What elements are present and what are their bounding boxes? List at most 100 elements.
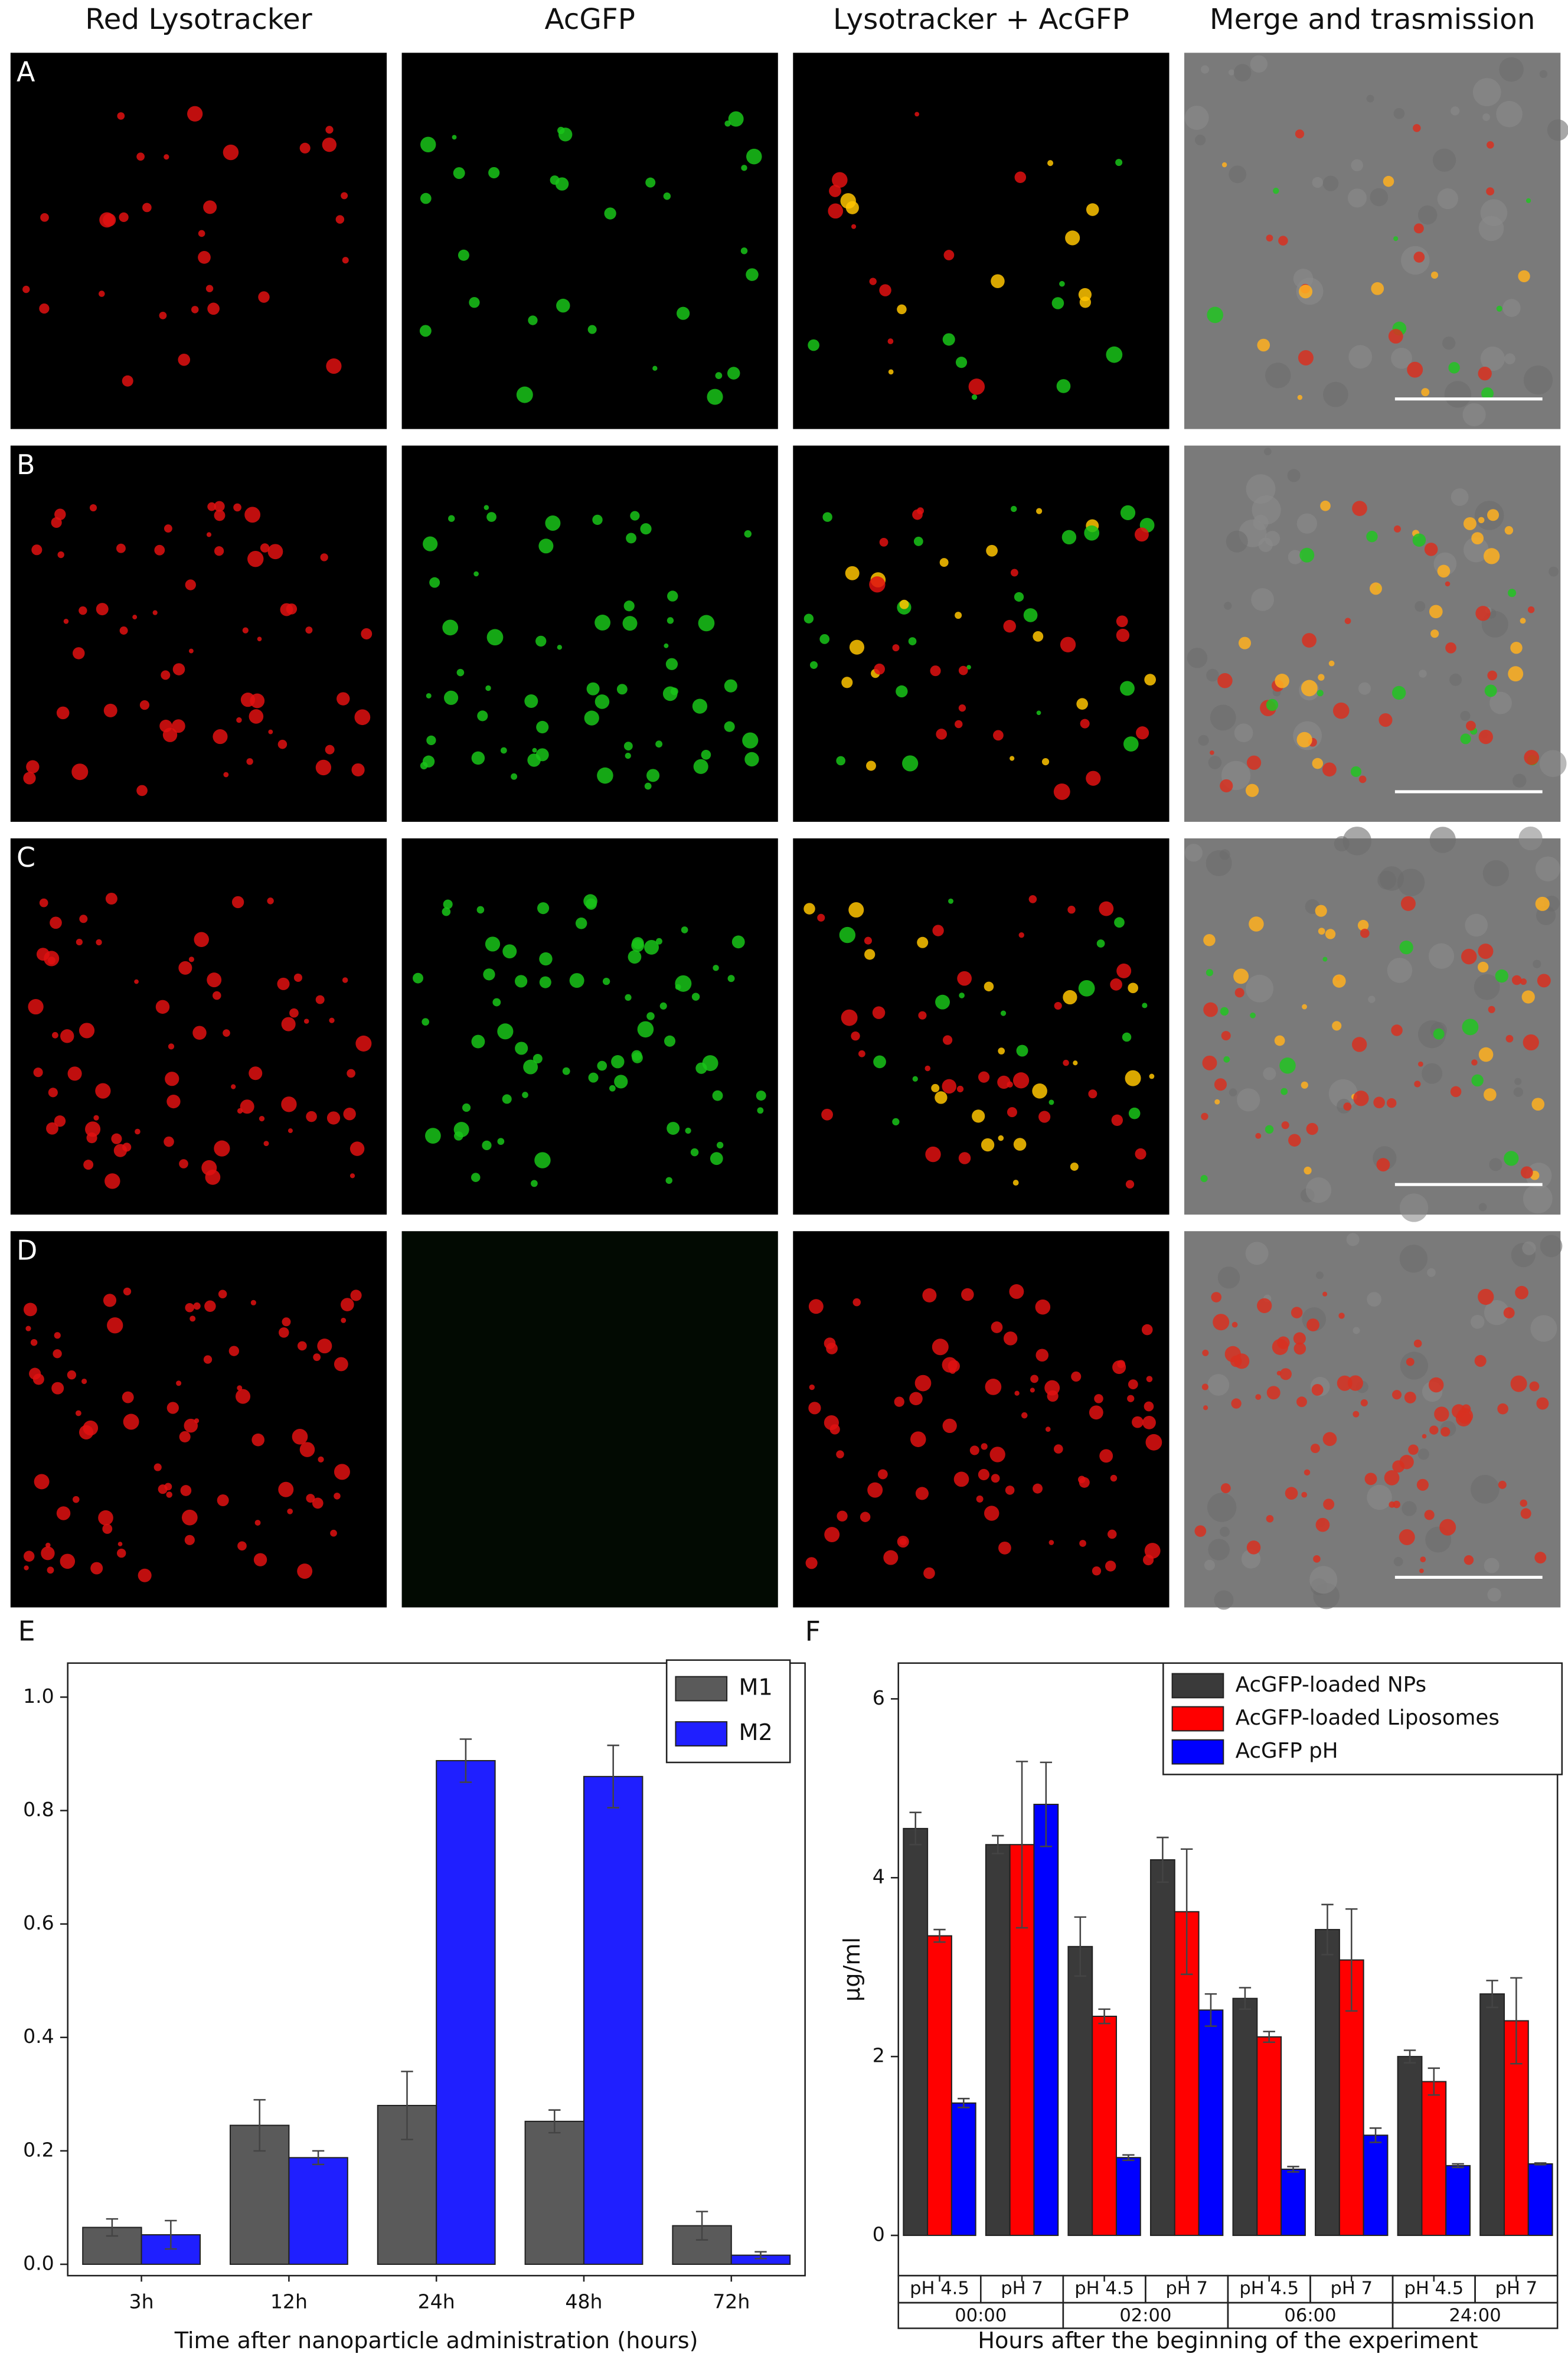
fluorescent-spot [1036,710,1041,716]
cell-texture [1535,856,1560,882]
fluorescent-spot [1012,1072,1030,1089]
fluorescent-spot [1527,606,1535,613]
fluorescent-spot [341,1298,354,1311]
fluorescent-spot [1508,589,1517,598]
bar [1527,2163,1553,2237]
fluorescent-spot [306,1494,315,1503]
fluorescent-spot [1448,362,1460,374]
fluorescent-spot [297,1563,313,1579]
fluorescent-spot [117,112,125,120]
cell-texture [1323,381,1348,407]
fluorescent-spot [1003,619,1016,633]
fluorescent-spot [557,126,565,135]
fluorescent-spot [60,1029,74,1043]
fluorescent-spot [1145,1434,1162,1451]
cell-texture [1463,537,1489,563]
cell-texture [1422,1063,1443,1084]
cell-texture [1353,1327,1360,1334]
fluorescent-spot [420,192,432,204]
fluorescent-spot [632,1052,643,1063]
fluorescent-spot [1220,779,1233,792]
fluorescent-spot [32,1373,44,1385]
group-label: 24:00 [1449,2306,1501,2326]
cell-texture [1450,106,1460,116]
fluorescent-spot [852,1298,861,1307]
micrograph [793,1231,1170,1608]
fluorescent-spot [206,532,212,537]
fluorescent-spot [1466,720,1476,731]
fluorescent-spot [99,212,115,228]
fluorescent-spot [913,537,923,546]
fluorescent-spot [214,1140,230,1157]
fluorescent-spot [1413,223,1424,234]
fluorescent-spot [214,501,225,512]
fluorescent-spot [1014,592,1024,602]
fluorescent-spot [201,1160,217,1176]
fluorescent-spot [1071,1371,1082,1382]
cell-texture [1437,188,1458,210]
fluorescent-spot [312,1497,324,1509]
fluorescent-spot [712,1090,723,1101]
cell-texture [1309,1566,1338,1594]
fluorescent-spot [1010,569,1018,577]
fluorescent-spot [557,645,563,650]
fluorescent-spot [249,1066,263,1080]
fluorescent-spot [584,710,599,726]
fluorescent-spot [36,948,50,961]
x-tick-label: pH 7 [1165,2278,1208,2299]
fluorescent-spot [1018,932,1024,938]
fluorescent-spot [623,600,635,612]
fluorescent-spot [592,514,603,525]
bar [436,1759,496,2265]
fluorescent-spot [899,599,909,609]
fluorescent-spot [99,290,105,297]
fluorescent-spot [1220,1483,1231,1493]
fluorescent-spot [1386,1098,1397,1108]
fluorescent-spot [138,1568,152,1582]
fluorescent-spot [1315,905,1327,917]
x-tick-label: 48h [565,2290,602,2313]
cell-texture [1207,1374,1230,1396]
fluorescent-spot [317,1339,332,1354]
fluorescent-spot [597,767,613,784]
fluorescent-spot [422,1018,430,1026]
fluorescent-spot [698,615,715,632]
fluorescent-spot [1322,956,1328,962]
fluorescent-spot [152,610,158,615]
fluorescent-spot [1478,517,1485,524]
fluorescent-spot [1266,1386,1280,1400]
cell-texture [1322,175,1339,191]
cell-texture [1229,165,1247,184]
fluorescent-spot [646,769,660,782]
x-tick-label: pH 4.5 [1074,2278,1134,2299]
fluorescent-spot [1003,1331,1018,1346]
cell-texture [1195,135,1206,146]
fluorescent-spot [971,394,978,400]
fluorescent-spot [325,126,334,134]
fluorescent-spot [488,167,500,179]
fluorescent-spot [822,512,832,522]
error-bar [401,2071,413,2140]
fluorescent-spot [166,1094,181,1109]
fluorescent-spot [1078,980,1095,997]
fluorescent-spot [1317,690,1324,697]
fluorescent-spot [54,508,66,520]
fluorescent-spot [492,998,501,1007]
cell-texture [1539,750,1567,778]
fluorescent-spot [997,1075,1011,1089]
fluorescent-spot [1065,230,1080,246]
fluorescent-spot [1503,1307,1515,1319]
fluorescent-spot [569,973,584,988]
fluorescent-spot [955,720,963,729]
fluorescent-spot [1310,1444,1320,1454]
error-bar [312,2150,325,2166]
cell-texture [1347,188,1367,208]
x-tick-label: 24h [418,2290,455,2313]
fluorescent-spot [56,706,70,720]
fluorescent-spot [334,1493,341,1500]
fluorescent-spot [342,257,349,264]
fluorescent-spot [103,703,117,717]
fluorescent-spot [942,333,955,346]
fluorescent-spot [918,1011,927,1020]
fluorescent-spot [1094,1394,1103,1403]
